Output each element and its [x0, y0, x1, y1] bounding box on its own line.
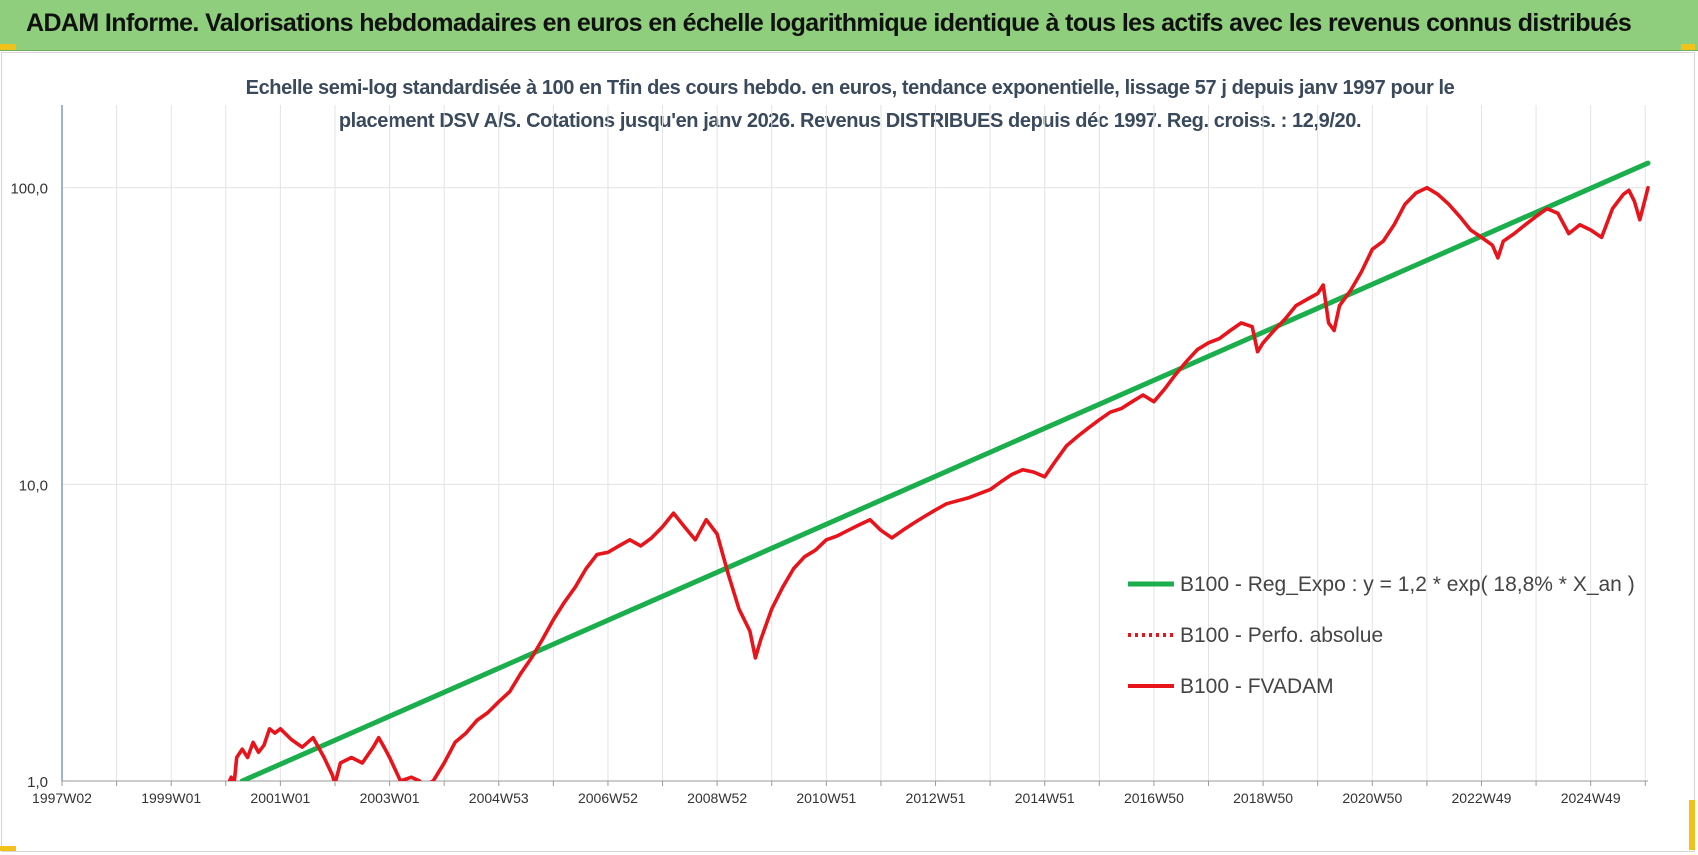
x-tick-label: 1999W01 — [141, 790, 201, 806]
frame-corner-top-left — [0, 44, 16, 50]
x-tick-label: 2020W50 — [1342, 790, 1402, 806]
x-tick-label: 2012W51 — [906, 790, 966, 806]
x-tick-label: 1997W02 — [32, 790, 92, 806]
x-tick-label: 2016W50 — [1124, 790, 1184, 806]
legend-label-1: B100 - Reg_Expo : y = 1,2 * exp( 18,8% *… — [1180, 573, 1635, 596]
x-tick-label: 2008W52 — [687, 790, 747, 806]
legend-label-2: B100 - Perfo. absolue — [1180, 624, 1383, 647]
x-tick-label: 2018W50 — [1233, 790, 1293, 806]
chart-frame — [1, 52, 1695, 852]
x-tick-label: 2006W52 — [578, 790, 638, 806]
page-title: ADAM Informe. Valorisations hebdomadaire… — [26, 9, 1632, 37]
frame-corner-bottom-left — [0, 846, 16, 851]
x-tick-label: 2022W49 — [1452, 790, 1512, 806]
series-line-3 — [227, 185, 1650, 781]
legend-label-3: B100 - FVADAM — [1180, 675, 1334, 698]
frame-corner-bottom-right — [1689, 800, 1695, 850]
x-tick-label: 2010W51 — [796, 790, 856, 806]
x-tick-label: 2024W49 — [1561, 790, 1621, 806]
chart-subtitle-line-1: Echelle semi-log standardisée à 100 en T… — [245, 77, 1455, 99]
x-tick-label: 2004W53 — [469, 790, 529, 806]
chart-subtitle-line-2: placement DSV A/S. Cotations jusqu'en ja… — [338, 110, 1362, 132]
frame-corner-top-right — [1681, 44, 1695, 50]
header-banner: ADAM Informe. Valorisations hebdomadaire… — [0, 0, 1698, 51]
series-line-1 — [239, 160, 1651, 781]
x-tick-label: 2014W51 — [1015, 790, 1075, 806]
x-tick-label: 2001W01 — [250, 790, 310, 806]
y-tick-label: 1,0 — [27, 774, 48, 791]
x-tick-label: 2003W01 — [360, 790, 420, 806]
y-tick-label: 100,0 — [10, 181, 48, 198]
y-tick-label: 10,0 — [19, 477, 48, 494]
